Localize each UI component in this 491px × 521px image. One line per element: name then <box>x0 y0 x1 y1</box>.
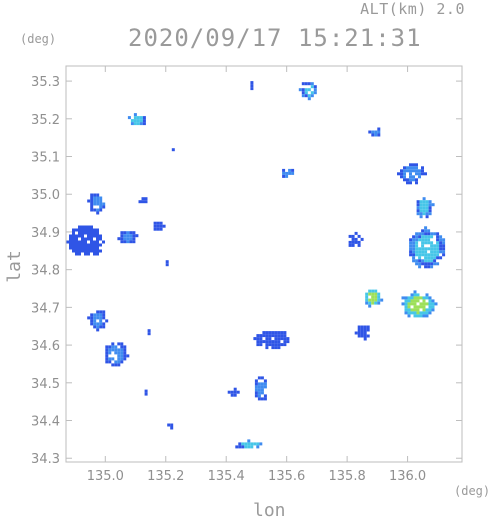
echo-cell <box>153 221 166 231</box>
echo-cell <box>138 197 148 204</box>
x-tick-label: 135.2 <box>147 469 184 484</box>
y-tick-label: 35.0 <box>31 188 60 203</box>
y-tick-label: 35.3 <box>31 75 60 90</box>
x-tick-label: 135.4 <box>208 469 245 484</box>
echo-cell <box>235 439 263 449</box>
y-tick-label: 34.9 <box>31 226 60 241</box>
echo-cell <box>117 231 139 244</box>
echo-cell <box>254 376 267 401</box>
echo-cell <box>282 168 295 178</box>
y-tick-label: 35.1 <box>31 151 60 166</box>
echo-cell <box>401 290 438 318</box>
echo-cell <box>127 113 146 126</box>
y-tick-label: 34.3 <box>31 452 60 467</box>
echo-cell <box>165 260 169 267</box>
echo-cell <box>144 389 148 396</box>
x-tick-label: 135.0 <box>87 469 124 484</box>
echo-cell <box>105 342 130 367</box>
echo-cell <box>409 226 446 269</box>
x-axis-label: lon <box>253 500 286 521</box>
echo-cell <box>348 231 364 247</box>
y-unit-label: (deg) <box>20 32 57 46</box>
y-tick-label: 35.2 <box>31 113 60 128</box>
x-unit-label: (deg) <box>454 484 491 498</box>
echo-cell <box>365 289 384 308</box>
echo-cell <box>171 148 175 152</box>
x-tick-label: 135.6 <box>268 469 305 484</box>
x-tick-label: 135.8 <box>329 469 366 484</box>
altitude-label: ALT(km) 2.0 <box>360 0 465 18</box>
y-tick-label: 34.7 <box>31 301 60 316</box>
y-tick-label: 34.4 <box>31 415 60 430</box>
echo-cell <box>87 193 106 215</box>
echo-cell <box>87 310 109 332</box>
timestamp-title: 2020/09/17 15:21:31 <box>128 24 422 52</box>
echo-cell <box>416 197 435 219</box>
y-tick-label: 34.5 <box>31 377 60 392</box>
echo-cell <box>298 82 317 101</box>
echo-cell <box>397 163 427 185</box>
echo-layer <box>66 81 446 449</box>
plot-frame <box>65 65 463 463</box>
y-tick-label: 34.8 <box>31 264 60 279</box>
echo-cell <box>253 331 290 350</box>
echo-cell <box>227 387 240 397</box>
y-tick-label: 34.6 <box>31 339 60 354</box>
x-tick-label: 136.0 <box>389 469 426 484</box>
tick-layer: 135.0 135.2 135.4 135.6 135.8 136.0 34.3 34.4 34… <box>31 66 462 484</box>
echo-cell <box>368 127 381 137</box>
echo-cell <box>354 325 370 341</box>
echo-cell <box>250 81 254 91</box>
echo-cell <box>66 225 105 256</box>
echo-cell <box>167 423 174 430</box>
echo-cell <box>147 329 151 336</box>
